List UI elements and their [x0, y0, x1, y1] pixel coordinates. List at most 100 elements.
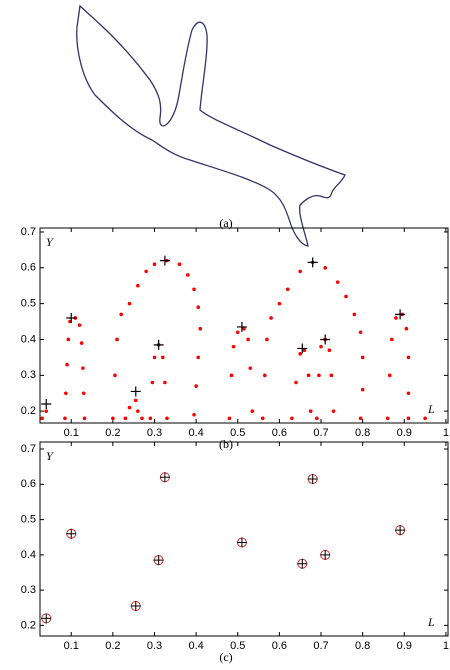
data-point [185, 273, 190, 277]
axes-box [39, 227, 449, 424]
data-point [265, 337, 269, 342]
data-point [250, 409, 255, 413]
data-point [306, 373, 311, 378]
peak-point [307, 474, 318, 485]
x-tick-label: 0.4 [188, 640, 203, 652]
point-plus [236, 537, 247, 548]
y-tick-label: 0.7 [21, 226, 36, 238]
data-point [163, 380, 167, 385]
data-point [161, 355, 165, 360]
data-point [115, 337, 119, 342]
x-tick-label: 0.6 [272, 427, 287, 439]
data-point [277, 301, 282, 306]
peak-point [320, 549, 331, 560]
data-point [260, 416, 265, 421]
peak-marker [153, 339, 164, 350]
peak-marker [130, 386, 141, 397]
data-point [423, 416, 427, 421]
data-point [360, 355, 365, 360]
data-point [81, 391, 86, 396]
peak-marker [41, 399, 52, 410]
chart: 0.1 0.2 0.3 0.4 0.5 0.6 0.7 0.8 0.9 1 0.2 0.3 0.4 0.5… [21, 226, 449, 451]
data-point [64, 391, 68, 396]
data-point [127, 301, 132, 306]
data-point [79, 341, 84, 345]
x-tick-label: 0.4 [188, 427, 203, 439]
point-plus [297, 558, 308, 569]
data-point [133, 398, 138, 403]
data-point [63, 416, 67, 421]
data-point [82, 416, 87, 421]
data-point [404, 326, 409, 331]
peak-point [236, 537, 247, 548]
data-point [406, 416, 411, 421]
data-point [335, 280, 340, 284]
data-point [40, 416, 44, 421]
data-point [294, 380, 298, 385]
y-tick-label: 0.4 [21, 549, 36, 561]
data-point [44, 409, 49, 413]
x-tick-label: 0.9 [397, 427, 412, 439]
data-point [194, 384, 198, 388]
data-point [150, 380, 155, 385]
data-point [298, 269, 303, 274]
data-point [123, 416, 128, 421]
data-point [119, 312, 123, 317]
data-point [140, 416, 144, 421]
data-point [177, 262, 182, 267]
data-point [394, 316, 398, 320]
point-plus [307, 474, 318, 485]
peak-marker [297, 343, 308, 354]
peak-marker [159, 255, 170, 266]
data-point [329, 373, 334, 378]
x-tick-label: 0.6 [272, 640, 287, 652]
data-point [406, 355, 411, 360]
data-point [113, 373, 117, 378]
data-point [302, 348, 307, 353]
peak-marker [307, 257, 318, 268]
y-tick-label: 0.3 [21, 584, 36, 596]
peak-point [130, 601, 141, 612]
point-plus [159, 472, 170, 483]
peak-marker [395, 309, 406, 320]
data-point [127, 405, 132, 410]
data-point [389, 337, 394, 342]
data-point [111, 416, 115, 421]
data-point [331, 409, 336, 413]
x-tick-label: 0.2 [105, 427, 120, 439]
data-point [387, 373, 392, 378]
data-point [152, 262, 157, 267]
data-point [317, 373, 321, 378]
data-point [148, 416, 153, 421]
data-point [344, 294, 348, 299]
data-point [358, 330, 363, 335]
point-plus [320, 549, 331, 560]
data-point [248, 366, 253, 370]
x-tick-label: 0.8 [355, 640, 370, 652]
point-plus [153, 555, 164, 566]
y-tick-label: 0.5 [21, 514, 36, 526]
point-plus [66, 528, 77, 539]
data-point [246, 337, 250, 342]
x-axis-label: L [427, 402, 435, 416]
chart: 0.1 0.2 0.3 0.4 0.5 0.6 0.7 0.8 0.9 1 0.2 0.3 0.4 0.5… [21, 441, 449, 664]
data-point [290, 416, 294, 421]
x-axis-label: L [427, 615, 435, 629]
peak-marker [320, 334, 331, 345]
y-tick-label: 0.2 [21, 619, 36, 631]
data-point [315, 416, 319, 421]
x-tick-label: 1 [443, 427, 449, 439]
peak-point [66, 528, 77, 539]
y-tick-label: 0.4 [21, 333, 36, 345]
data-point [165, 416, 169, 421]
data-point [327, 348, 332, 353]
axes-box [39, 441, 449, 637]
data-point [269, 316, 273, 320]
data-point [152, 355, 157, 360]
data-point [385, 416, 390, 421]
y-tick-label: 0.6 [21, 478, 36, 490]
y-tick-label: 0.2 [21, 405, 36, 417]
point-plus [395, 525, 406, 536]
peak-marker [66, 312, 77, 323]
